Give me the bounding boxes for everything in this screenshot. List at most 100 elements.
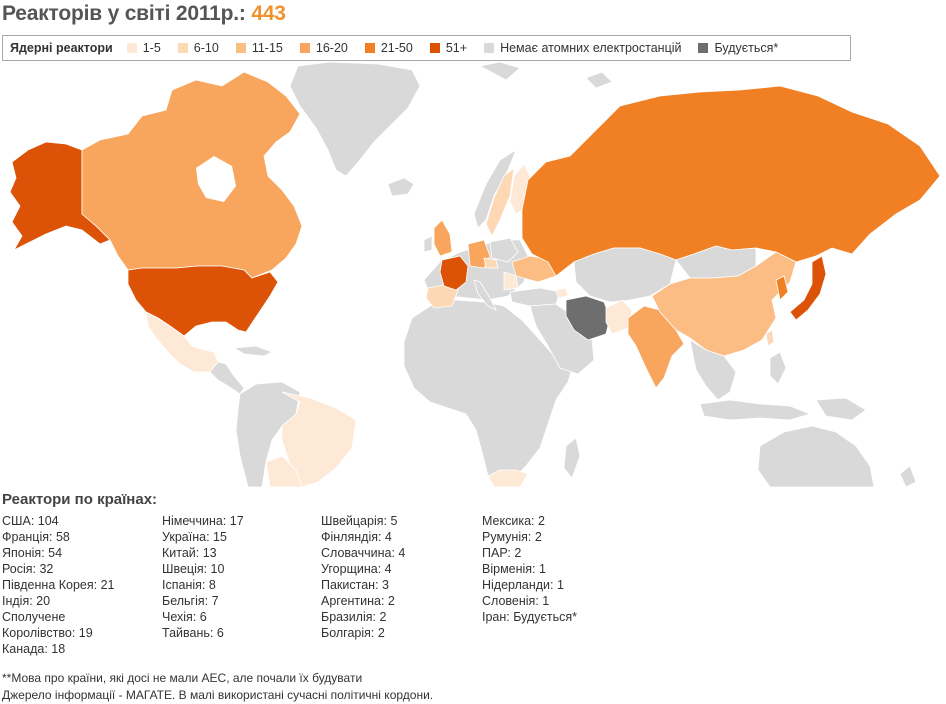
country-italy <box>473 279 497 311</box>
country-russia <box>521 85 941 277</box>
legend-item-1-5: 1-5 <box>126 41 161 55</box>
country-count: Бразилія: 2 <box>321 610 387 624</box>
country-turkey <box>509 287 561 307</box>
legend-item-no-npp: Немає атомних електростанцій <box>484 41 681 55</box>
country-count: Канада: 18 <box>2 642 66 656</box>
country-count: Королівство: 19 <box>2 626 93 640</box>
legend-swatch <box>698 43 709 53</box>
country-count: Росія: 32 <box>2 562 54 576</box>
country-madagascar <box>563 437 581 479</box>
country-count: Пакистан: 3 <box>321 578 389 592</box>
legend-label: 11-15 <box>251 41 283 55</box>
legend-label: 1-5 <box>142 41 161 55</box>
country-count: Індія: 20 <box>2 594 51 608</box>
legend-swatch <box>429 43 440 53</box>
legend: Ядерні реактори 1-5 6-10 11-15 16-20 21-… <box>2 35 851 61</box>
central-america <box>209 361 245 395</box>
country-count: ПАР: 2 <box>482 546 522 560</box>
legend-item-building: Будується* <box>698 41 778 55</box>
legend-swatch <box>177 43 188 53</box>
legend-label: 51+ <box>445 41 468 55</box>
country-count: Вірменія: 1 <box>482 562 546 576</box>
country-count: Південна Корея: 21 <box>2 578 115 592</box>
country-africa <box>403 299 575 487</box>
title-text: Реакторів у світі 2011р.: <box>2 2 252 25</box>
countries-column-3: Швейцарія: 5 Фінляндія: 4 Словаччина: 4 Уго… <box>321 513 405 641</box>
legend-label: Немає атомних електростанцій <box>500 41 682 55</box>
country-count: Тайвань: 6 <box>162 626 224 640</box>
country-china <box>651 251 797 357</box>
country-sweden <box>485 167 515 237</box>
arctic-islands <box>478 62 521 81</box>
legend-item-11-15: 11-15 <box>235 41 283 55</box>
country-canada <box>81 71 303 279</box>
title-count: 443 <box>251 2 286 25</box>
south-america-rest <box>235 381 301 487</box>
country-alaska <box>9 141 111 251</box>
country-ireland <box>423 235 433 253</box>
legend-item-51-plus: 51+ <box>429 41 468 55</box>
country-count: Мексика: 2 <box>482 514 545 528</box>
legend-swatch <box>126 43 137 53</box>
legend-swatch <box>364 43 375 53</box>
country-france <box>439 255 469 291</box>
southeast-asia <box>689 339 737 401</box>
country-count: Франція: 58 <box>2 530 70 544</box>
country-uk <box>433 219 453 257</box>
caribbean <box>232 345 273 357</box>
country-new-zealand <box>899 465 917 487</box>
legend-label: 21-50 <box>380 41 413 55</box>
country-iran <box>565 295 611 341</box>
country-count: Китай: 13 <box>162 546 217 560</box>
country-count: Іспанія: 8 <box>162 578 216 592</box>
country-korea <box>775 275 789 301</box>
country-count: Фінляндія: 4 <box>321 530 392 544</box>
country-count: Угорщина: 4 <box>321 562 392 576</box>
page-title: Реакторів у світі 2011р.: 443 <box>2 2 286 26</box>
country-indonesia <box>699 399 812 421</box>
legend-swatch <box>235 43 246 53</box>
country-romania <box>503 271 519 291</box>
country-norway <box>473 149 517 229</box>
country-count: Японія: 54 <box>2 546 63 560</box>
country-new-guinea <box>815 397 867 421</box>
country-count: Україна: 15 <box>162 530 227 544</box>
legend-item-6-10: 6-10 <box>177 41 219 55</box>
country-count: Швеція: 10 <box>162 562 225 576</box>
country-greenland <box>289 62 421 177</box>
country-czech <box>483 257 499 269</box>
country-india <box>627 305 685 389</box>
country-count: Румунія: 2 <box>482 530 542 544</box>
world-map <box>9 62 941 487</box>
country-count: Німеччина: 17 <box>162 514 244 528</box>
country-iceland <box>387 177 415 197</box>
legend-title: Ядерні реактори <box>10 41 113 55</box>
countries-column-1: США: 104 Франція: 58 Японія: 54 Росія: 32 Пі… <box>2 513 115 657</box>
legend-item-16-20: 16-20 <box>299 41 348 55</box>
country-japan <box>789 255 827 321</box>
country-count: Нідерланди: 1 <box>482 578 564 592</box>
country-taiwan <box>765 329 775 347</box>
country-count: Іран: Будується* <box>482 610 578 624</box>
footnotes: **Мова про країни, які досі не мали АЕС,… <box>2 670 433 704</box>
country-south-africa <box>487 469 529 487</box>
country-count: Чехія: 6 <box>162 610 207 624</box>
legend-swatch <box>484 43 495 53</box>
footnote-source: Джерело інформації - МАГАТЕ. В малі вико… <box>2 688 434 702</box>
countries-subtitle: Реактори по країнах: <box>2 491 158 508</box>
countries-column-4: Мексика: 2 Румунія: 2 ПАР: 2 Вірменія: 1 Нід… <box>482 513 577 625</box>
svalbard <box>585 71 613 89</box>
legend-swatch <box>299 43 310 53</box>
country-count: Болгарія: 2 <box>321 626 385 640</box>
country-count: Швейцарія: 5 <box>321 514 398 528</box>
countries-column-2: Німеччина: 17 Україна: 15 Китай: 13 Швеція:… <box>162 513 244 641</box>
hudson-bay <box>196 156 236 202</box>
country-argentina <box>265 455 303 487</box>
country-count: Аргентина: 2 <box>321 594 395 608</box>
footnote-building: **Мова про країни, які досі не мали АЕС,… <box>2 671 363 685</box>
country-armenia <box>555 287 569 299</box>
country-philippines <box>769 351 787 385</box>
country-poland <box>489 237 519 263</box>
legend-label: 16-20 <box>315 41 348 55</box>
country-count: Сполучене <box>2 610 66 624</box>
